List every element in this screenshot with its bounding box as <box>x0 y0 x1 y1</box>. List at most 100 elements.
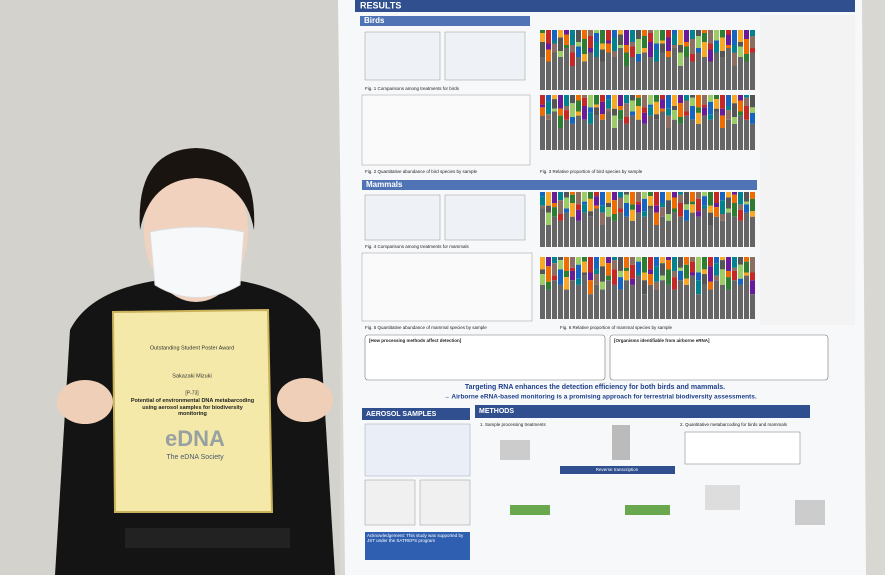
texture <box>660 192 665 203</box>
texture <box>552 203 557 208</box>
texture <box>708 281 713 290</box>
texture <box>618 45 623 48</box>
texture <box>624 30 629 45</box>
hair <box>139 148 255 230</box>
box-title: [How processing methods affect detection… <box>369 338 462 343</box>
texture <box>618 257 623 271</box>
texture <box>666 95 671 109</box>
texture <box>720 108 725 116</box>
title-wrap: Potential of environmental DNA metabarco… <box>131 398 254 417</box>
texture <box>606 216 611 247</box>
texture <box>648 30 653 33</box>
texture <box>606 95 611 100</box>
texture <box>564 192 569 198</box>
texture <box>624 66 629 90</box>
texture <box>630 115 635 150</box>
texture <box>714 207 719 217</box>
texture <box>690 119 695 150</box>
texture <box>666 214 671 221</box>
texture <box>576 278 581 285</box>
figure-caption: Fig. 1 Comparisons among treatments for … <box>365 86 460 91</box>
texture <box>720 284 725 319</box>
texture <box>552 216 557 247</box>
texture <box>624 216 629 247</box>
texture <box>714 203 719 208</box>
acknowledgement: Acknowledgement: This study was supporte… <box>367 533 464 544</box>
texture <box>564 270 569 278</box>
texture <box>654 101 659 115</box>
texture <box>552 108 557 112</box>
methods-header: METHODS <box>479 408 514 415</box>
texture <box>732 192 737 195</box>
texture <box>666 284 671 319</box>
texture <box>720 95 725 109</box>
figure-caption: Fig. 5 Quantitative abundance of mammal … <box>365 325 487 330</box>
texture <box>582 261 587 273</box>
texture <box>594 33 599 42</box>
texture <box>636 261 641 273</box>
texture <box>702 42 707 57</box>
texture <box>660 275 665 281</box>
texture <box>582 212 587 247</box>
texture <box>570 30 575 45</box>
texture <box>738 115 743 150</box>
texture <box>684 95 689 101</box>
texture <box>714 95 719 100</box>
texture <box>714 257 719 264</box>
texture <box>696 123 701 150</box>
texture <box>546 257 551 267</box>
texture <box>600 212 605 225</box>
texture <box>546 281 551 290</box>
texture <box>738 204 743 210</box>
texture <box>654 61 659 90</box>
texture <box>600 49 605 62</box>
texture <box>684 115 689 150</box>
texture <box>702 192 707 197</box>
texture <box>666 51 671 57</box>
texture <box>594 208 599 247</box>
texture <box>654 205 659 213</box>
texture <box>576 257 581 265</box>
texture <box>600 192 605 206</box>
texture <box>654 43 659 50</box>
texture <box>696 280 701 295</box>
texture <box>702 196 707 206</box>
texture <box>636 61 641 90</box>
texture <box>654 225 659 247</box>
texture <box>732 194 737 203</box>
texture <box>738 100 743 112</box>
texture <box>606 30 611 41</box>
texture <box>690 54 695 62</box>
texture <box>720 192 725 201</box>
texture <box>582 201 587 205</box>
texture <box>720 51 725 57</box>
section-bar <box>475 405 810 418</box>
texture <box>588 280 593 295</box>
texture <box>552 192 557 203</box>
texture <box>546 289 551 319</box>
texture <box>654 212 659 225</box>
texture <box>618 119 623 150</box>
texture <box>678 203 683 217</box>
texture <box>582 275 587 319</box>
texture <box>684 192 689 205</box>
texture <box>660 111 665 150</box>
texture <box>696 30 701 36</box>
texture <box>624 52 629 66</box>
texture <box>600 225 605 247</box>
texture <box>738 46 743 57</box>
texture <box>732 280 737 319</box>
texture <box>624 280 629 319</box>
texture <box>708 257 713 267</box>
texture <box>630 95 635 101</box>
texture <box>726 30 731 35</box>
texture <box>696 257 701 273</box>
texture <box>546 61 551 90</box>
texture <box>600 289 605 319</box>
texture <box>696 272 701 281</box>
logo: eDNA <box>165 426 225 451</box>
map <box>364 479 416 526</box>
texture <box>708 119 713 150</box>
texture <box>726 48 731 90</box>
section-bar <box>355 0 855 12</box>
